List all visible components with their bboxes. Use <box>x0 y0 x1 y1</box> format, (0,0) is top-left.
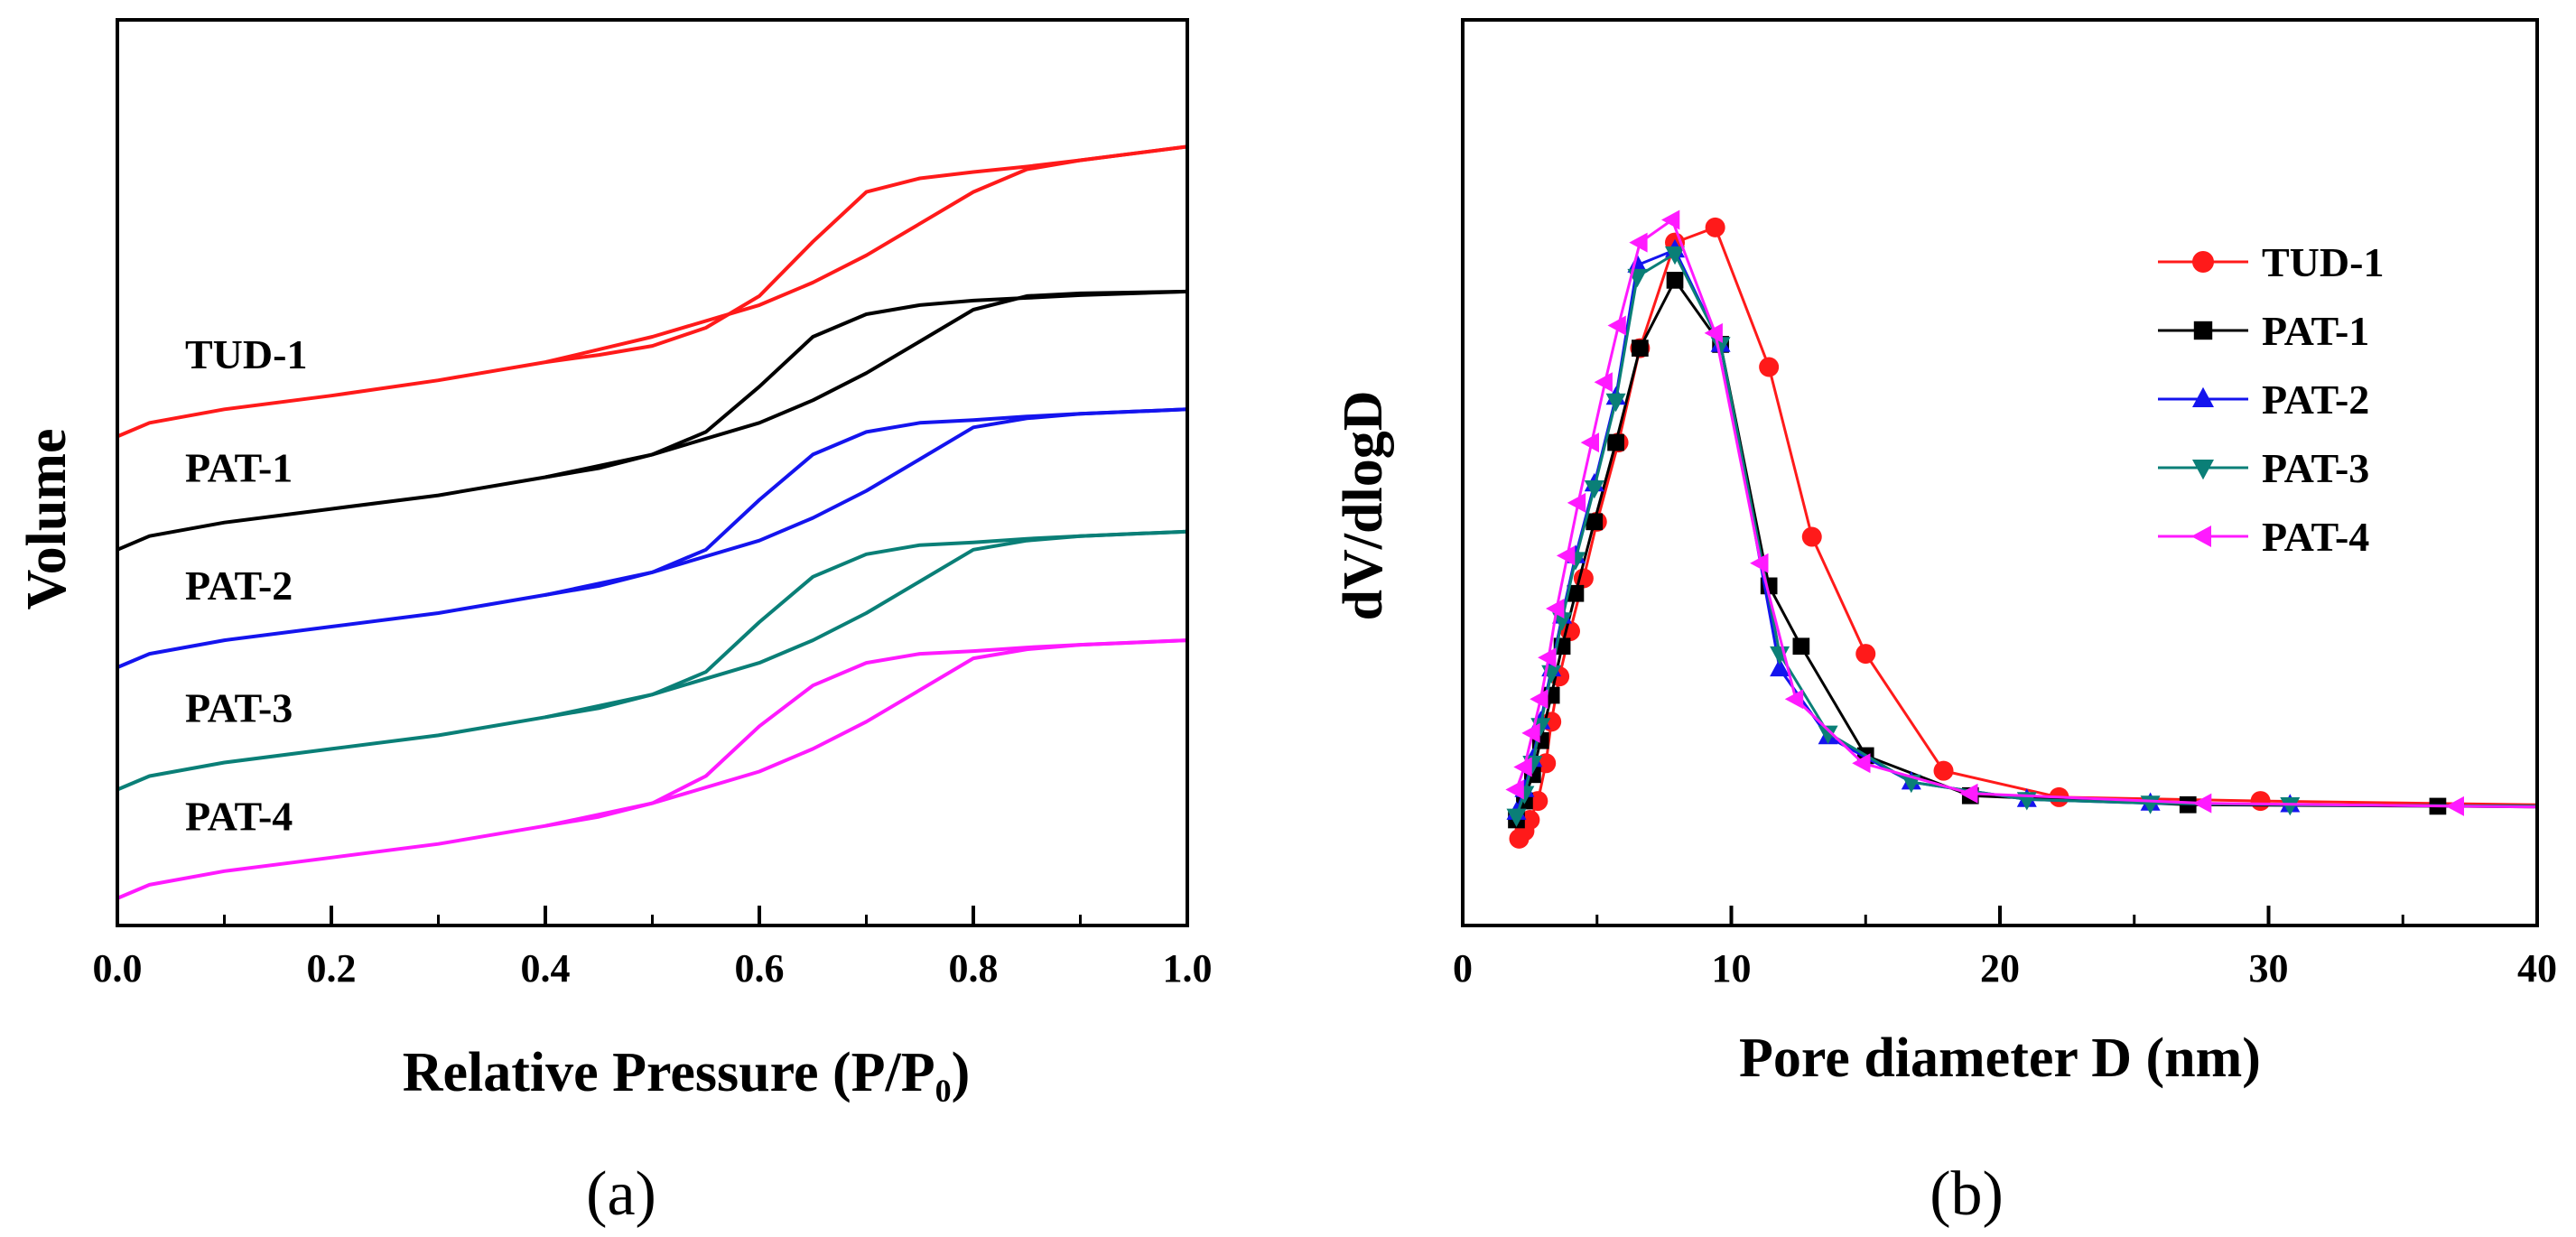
panel-b-pat-4-point <box>1546 599 1565 618</box>
panel-b-pat-4-point <box>1607 315 1626 336</box>
panel-b-pat-2-line <box>1515 248 2538 814</box>
panel-b-pat-4-point <box>1538 647 1557 668</box>
panel-b-x-tick-label: 10 <box>1712 946 1752 991</box>
panel-b-legend: TUD-1 PAT-1 PAT-2 PAT-3 PAT-4 <box>2158 239 2384 560</box>
panel-b-pat-1-point <box>1632 339 1649 357</box>
panel-b-pat-4-point <box>1661 209 1680 230</box>
panel-b-pat-4-point <box>1959 783 1978 804</box>
panel-a-x-tick-label: 0.4 <box>521 946 571 991</box>
panel-a-pat-4-series-label: PAT-4 <box>185 794 293 840</box>
panel-b-legend-pat-2-label: PAT-2 <box>2262 377 2369 423</box>
panel-b-pat-4-point <box>1750 553 1769 573</box>
panel-b-pat-4-point <box>2193 793 2212 814</box>
panel-b-pat-4-point <box>1556 545 1576 566</box>
panel-b-legend-pat-1-label: PAT-1 <box>2262 308 2369 354</box>
panel-b-pat-1-line <box>1515 278 2538 821</box>
panel-b-legend-pat-1-marker <box>2193 321 2213 340</box>
panel-b-tud-1-point <box>1705 217 1725 237</box>
panel-b-pat-3-point <box>2280 797 2301 816</box>
panel-a-x-ticks: 0.0 0.2 0.4 0.6 0.8 1.0 <box>93 906 1213 991</box>
panel-a-y-axis-title: Volume <box>16 429 78 610</box>
panel-a-pat-2-series-label: PAT-2 <box>185 563 293 609</box>
panel-b-x-ticks: 0 10 20 30 40 <box>1453 906 2557 991</box>
panel-b-label: (b) <box>1930 1159 2004 1229</box>
panel-b-pat-4-point <box>1580 432 1599 453</box>
panel-a-pat-3-desorption-line <box>544 529 1188 720</box>
panel-b-tud-1-point <box>1933 760 1954 781</box>
panel-b-pat-4-point <box>1629 232 1648 253</box>
panel-a-pat-1-adsorption-line <box>116 289 1188 552</box>
panel-a-series-labels: TUD-1 PAT-1 PAT-2 PAT-3 PAT-4 <box>185 331 307 840</box>
panel-a-pat-3-series-label: PAT-3 <box>185 684 293 730</box>
panel-b-x-tick-label: 20 <box>1980 946 2020 991</box>
panel-b-x-axis-title: Pore diameter D (nm) <box>1739 1028 2261 1089</box>
panel-b-tud-1-point <box>2250 791 2271 812</box>
panel-a-pat-3-adsorption-line <box>116 529 1188 792</box>
panel-b-pat-3-point <box>2140 795 2161 814</box>
panel-b-tud-1-point <box>1759 357 1780 377</box>
panel-b-pat-3-point <box>1665 246 1685 265</box>
panel-b-pat-4-point <box>1530 689 1548 710</box>
panel-b-pat-4-point <box>1704 322 1723 343</box>
panel-b-pat-4-point <box>1784 689 1804 710</box>
panel-a-pat-2-adsorption-line <box>116 407 1188 669</box>
panel-b-pat-4-point <box>1505 779 1524 800</box>
panel-b-pat-3-point <box>1506 808 1527 827</box>
panel-b-pat-4-point <box>1567 492 1586 513</box>
panel-b-pat-1-point <box>1567 584 1585 602</box>
panel-a-x-tick-label: 0.2 <box>307 946 357 991</box>
panel-b-legend-pat-4-label: PAT-4 <box>2262 514 2369 560</box>
panel-b-y-axis-title: dV/dlogD <box>1333 391 1394 621</box>
panel-a-isotherm-chart: 0.0 0.2 0.4 0.6 0.8 1.0 TUD-1 PAT-1 PAT-2 PAT-3 P… <box>16 18 1213 1229</box>
panel-a-x-tick-label: 1.0 <box>1163 946 1213 991</box>
panel-b-legend-pat-3-marker <box>2192 460 2214 480</box>
panel-a-x-tick-label: 0.0 <box>93 946 143 991</box>
panel-b-pat-1-point <box>1666 272 1684 289</box>
panel-b-pat-1-point <box>1792 637 1810 656</box>
panel-a-x-tick-label: 0.6 <box>735 946 785 991</box>
panel-b-axes-frame <box>1461 18 2539 927</box>
panel-b-plot-area <box>1505 209 2538 849</box>
panel-a-pat-4-desorption-line <box>544 638 1188 828</box>
panel-b-tud-1-point <box>1520 809 1540 830</box>
panel-b-x-tick-label: 40 <box>2517 946 2557 991</box>
panel-a-pat-1-desorption-line <box>544 289 1188 479</box>
panel-a-tud-1-adsorption-line <box>116 144 1188 439</box>
panel-a-pat-4-adsorption-line <box>116 638 1188 900</box>
panel-b-x-tick-label: 30 <box>2249 946 2289 991</box>
panel-a-x-axis-title: Relative Pressure (P/P0) <box>403 1042 971 1109</box>
panel-a-plot-area <box>116 144 1188 900</box>
panel-b-pat-1-point <box>1586 513 1604 531</box>
panel-b-tud-1-line <box>1518 226 2538 840</box>
panel-b-legend-pat-2-marker <box>2192 386 2214 407</box>
panel-a-pat-1-series-label: PAT-1 <box>185 445 293 491</box>
panel-a-label: (a) <box>586 1159 656 1229</box>
panel-b-pat-3-point <box>1584 480 1604 499</box>
panel-b-pat-3-point <box>1818 725 1838 744</box>
panel-a-tud-1-desorption-line <box>544 144 1188 365</box>
panel-b-pat-2-point <box>1770 657 1790 677</box>
panel-b-pat-4-point <box>1513 757 1532 777</box>
panel-b-pat-4-point <box>1521 722 1540 743</box>
panel-b-legend-pat-3-label: PAT-3 <box>2262 445 2369 491</box>
panel-b-pat-4-point <box>1594 372 1613 393</box>
panel-a-pat-2-desorption-line <box>544 407 1188 597</box>
panel-b-pat-4-line <box>1515 219 2538 809</box>
panel-b-pat-4-point <box>1852 753 1871 774</box>
panel-b-legend-tud-1-marker <box>2192 251 2214 273</box>
panel-a-tud-1-series-label: TUD-1 <box>185 331 307 377</box>
panel-b-pat-1-point <box>1607 433 1624 451</box>
panel-b-pat-3-point <box>1605 393 1626 413</box>
panel-b-pat-3-point <box>1552 612 1573 631</box>
panel-a-x-tick-label: 0.8 <box>949 946 999 991</box>
panel-b-legend-pat-4-marker <box>2190 525 2211 547</box>
panel-b-tud-1-point <box>1801 526 1822 547</box>
panel-b-x-tick-label: 0 <box>1453 946 1473 991</box>
panel-b-pat-3-line <box>1515 252 2538 817</box>
panel-b-tud-1-point <box>1855 644 1876 665</box>
panel-b-pore-size-chart: 0 10 20 30 40 TUD-1 PAT-1 PAT-2 PAT-3 PAT-4 dV/d… <box>1333 18 2557 1229</box>
panel-b-legend-tud-1-label: TUD-1 <box>2262 239 2384 285</box>
panel-b-pat-4-point <box>2445 795 2464 816</box>
